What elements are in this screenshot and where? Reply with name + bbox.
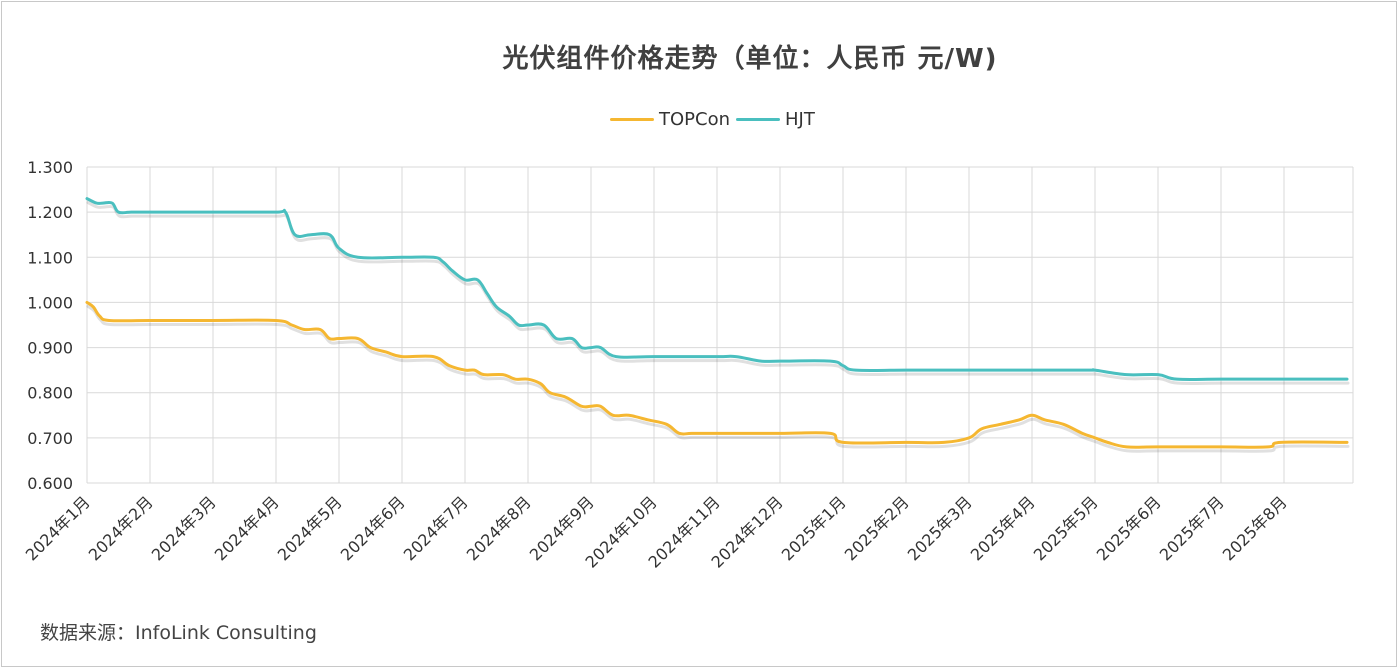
legend-swatch-hjt (736, 117, 781, 121)
x-tick-label: 2024年3月 (148, 492, 220, 564)
x-tick-label: 2024年1月 (22, 492, 94, 564)
x-tick-label: 2024年7月 (400, 492, 472, 564)
chart-title: 光伏组件价格走势（单位：人民币 元/W) (502, 44, 998, 74)
x-tick-label: 2024年2月 (85, 492, 157, 564)
x-tick-label: 2025年7月 (1156, 492, 1228, 564)
x-tick-label: 2025年2月 (841, 492, 913, 564)
y-tick-label: 0.700 (27, 429, 73, 448)
series-line-hjt (85, 197, 1349, 382)
x-tick-label: 2025年6月 (1093, 492, 1165, 564)
data-source-note: 数据来源：InfoLink Consulting (40, 622, 317, 644)
y-tick-label: 1.200 (27, 203, 73, 222)
legend-swatch-topcon (610, 117, 654, 121)
chart-legend: TOPCon HJT (610, 108, 821, 130)
legend-label-hjt: HJT (785, 108, 815, 130)
x-tick-label: 2025年8月 (1219, 492, 1291, 564)
x-tick-label: 2025年4月 (967, 492, 1039, 564)
y-tick-label: 1.100 (27, 248, 73, 267)
legend-item-hjt[interactable]: HJT (736, 109, 815, 130)
x-tick-label: 2025年3月 (904, 492, 976, 564)
x-tick-label: 2024年8月 (463, 492, 535, 564)
y-tick-label: 0.900 (27, 339, 73, 358)
x-tick-label: 2024年4月 (211, 492, 283, 564)
y-tick-label: 1.300 (27, 158, 73, 177)
x-tick-label: 2025年1月 (778, 492, 850, 564)
y-tick-label: 0.600 (27, 474, 73, 493)
series-line-shadow-topcon (86, 304, 1350, 453)
series-line-topcon (85, 300, 1349, 449)
x-tick-label: 2024年6月 (337, 492, 409, 564)
legend-label-topcon: TOPCon (659, 108, 731, 130)
x-tick-label: 2025年5月 (1030, 492, 1102, 564)
y-tick-label: 0.800 (27, 384, 73, 403)
y-tick-label: 1.000 (27, 293, 73, 312)
legend-item-topcon[interactable]: TOPCon (610, 109, 730, 130)
x-tick-label: 2024年5月 (274, 492, 346, 564)
